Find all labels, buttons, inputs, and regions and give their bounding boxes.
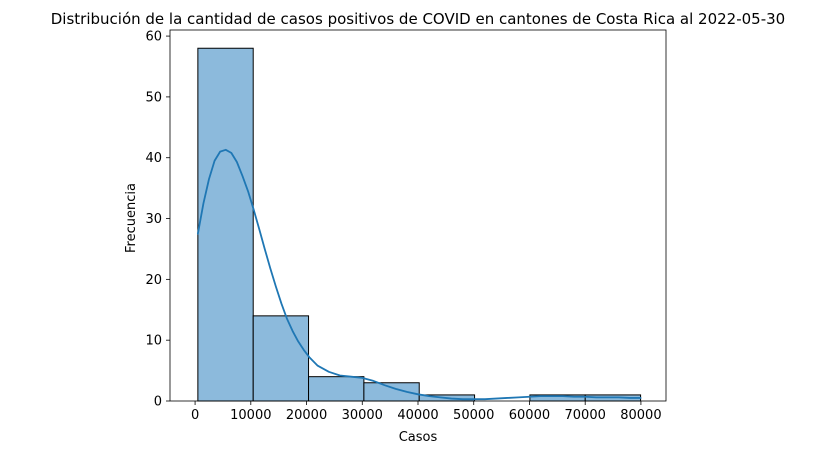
- x-tick-label: 0: [191, 408, 199, 423]
- chart-title: Distribución de la cantidad de casos pos…: [51, 10, 785, 28]
- x-tick-label: 40000: [397, 408, 438, 423]
- x-tick-label: 30000: [342, 408, 383, 423]
- kde-layer: [196, 148, 642, 401]
- x-tick-label: 20000: [286, 408, 327, 423]
- y-tick-label: 10: [145, 334, 162, 349]
- x-tick-label: 50000: [453, 408, 494, 423]
- y-tick-label: 60: [145, 30, 162, 45]
- x-axis-label: Casos: [399, 430, 438, 445]
- x-tick-label: 70000: [565, 408, 606, 423]
- histogram-bar-0: [197, 47, 254, 402]
- x-axis-ticks: 0 10000 20000 30000 40000 50000 60000 70000 8000…: [191, 401, 662, 423]
- y-tick-label: 20: [145, 273, 162, 288]
- y-tick-label: 50: [145, 90, 162, 105]
- histogram-bar-1: [252, 315, 310, 402]
- x-tick-label: 80000: [620, 408, 661, 423]
- histogram-bar-2: [308, 376, 365, 402]
- x-tick-label: 10000: [230, 408, 271, 423]
- y-tick-label: 40: [145, 151, 162, 166]
- y-tick-label: 30: [145, 212, 162, 227]
- y-axis-ticks: 0 10 20 30 40 50 60: [145, 30, 170, 410]
- bars-layer: [197, 47, 642, 402]
- x-tick-label: 60000: [509, 408, 550, 423]
- kde-line: [196, 148, 642, 401]
- y-tick-label: 0: [154, 395, 162, 410]
- y-axis-label: Frecuencia: [124, 183, 139, 253]
